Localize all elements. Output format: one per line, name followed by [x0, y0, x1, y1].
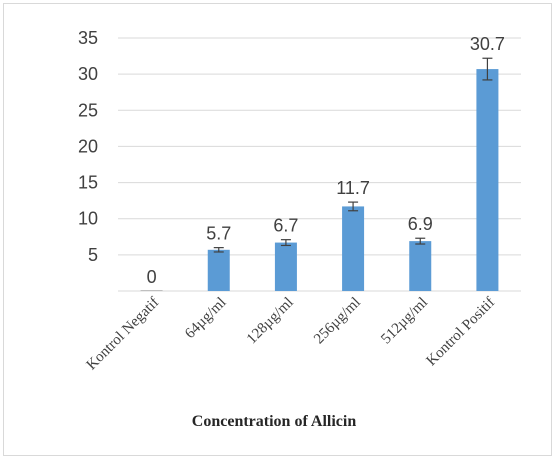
error-bars — [213, 57, 493, 253]
y-tick-label: 15 — [78, 173, 98, 193]
gridlines — [118, 37, 521, 292]
data-label: 30.7 — [470, 34, 505, 54]
x-tick-label: 512µg/ml — [378, 295, 431, 348]
chart-frame — [3, 3, 552, 456]
data-label: 5.7 — [206, 224, 231, 244]
y-axis-ticks: 35 30 25 20 15 10 5 — [78, 28, 98, 265]
data-label: 11.7 — [336, 178, 370, 198]
data-label: 6.9 — [408, 214, 433, 234]
y-tick-label: 30 — [78, 64, 98, 84]
data-labels: 0 5.7 6.7 11.7 6.9 30.7 — [147, 34, 505, 287]
x-tick-label: Kontrol Positif — [424, 295, 499, 370]
x-tick-label: 256µg/ml — [311, 295, 364, 348]
x-axis-ticks: Kontrol Negatif 64µg/ml 128µg/ml 256µg/ml 51… — [84, 295, 499, 374]
y-tick-label: 25 — [78, 100, 98, 120]
bar — [476, 69, 499, 291]
bar — [409, 241, 432, 291]
data-label: 0 — [147, 267, 157, 287]
y-tick-label: 10 — [78, 209, 98, 229]
y-tick-label: 20 — [78, 136, 98, 156]
data-label: 6.7 — [273, 216, 298, 236]
x-tick-label: 64µg/ml — [182, 295, 229, 342]
y-tick-label: 5 — [88, 245, 98, 265]
x-tick-label: Kontrol Negatif — [84, 295, 163, 374]
bars — [140, 69, 499, 291]
bar — [140, 290, 163, 291]
bar — [342, 206, 365, 291]
bar — [207, 249, 230, 291]
y-tick-label: 35 — [78, 28, 98, 48]
x-tick-label: 128µg/ml — [244, 295, 297, 348]
x-axis-title: Concentration of Allicin — [192, 413, 357, 430]
bar — [274, 242, 297, 291]
